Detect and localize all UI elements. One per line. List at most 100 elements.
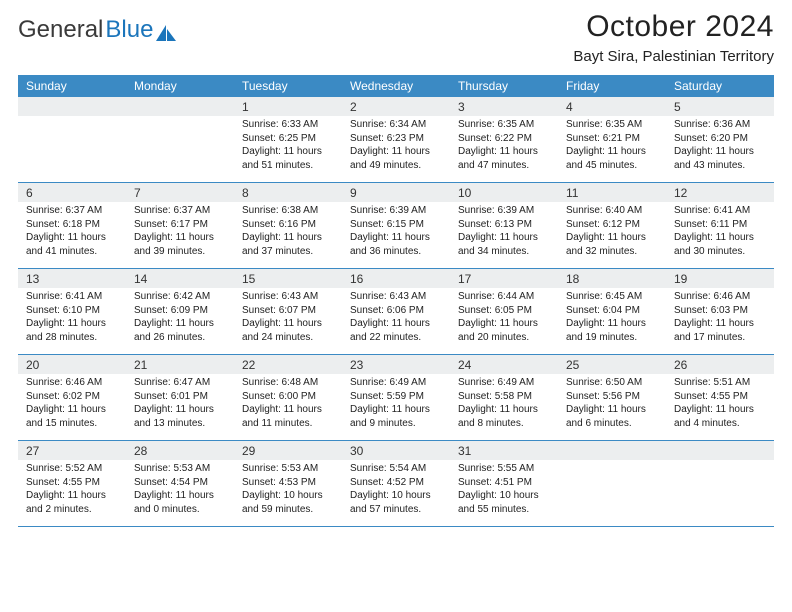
day-number: 31 [450,441,558,460]
day-line: Daylight: 11 hours and 9 minutes. [350,403,442,430]
day-number: 9 [342,183,450,202]
day-line: Sunrise: 6:33 AM [242,118,334,132]
day-cell: Sunrise: 6:49 AMSunset: 5:58 PMDaylight:… [450,374,558,440]
day-number: 18 [558,269,666,288]
day-line: Sunset: 6:01 PM [134,390,226,404]
day-line: Sunrise: 6:50 AM [566,376,658,390]
day-cell: Sunrise: 6:34 AMSunset: 6:23 PMDaylight:… [342,116,450,182]
weekday-header: Wednesday [342,75,450,97]
sail-icon [155,21,177,39]
day-cell [18,116,126,182]
day-number: 20 [18,355,126,374]
day-line: Sunrise: 6:35 AM [458,118,550,132]
daynum-band: 2728293031 [18,441,774,460]
day-number: 25 [558,355,666,374]
day-line: Sunset: 4:51 PM [458,476,550,490]
week-row: 2728293031Sunrise: 5:52 AMSunset: 4:55 P… [18,441,774,527]
day-cell: Sunrise: 6:38 AMSunset: 6:16 PMDaylight:… [234,202,342,268]
content-band: Sunrise: 5:52 AMSunset: 4:55 PMDaylight:… [18,460,774,526]
day-line: Sunrise: 6:44 AM [458,290,550,304]
day-cell: Sunrise: 6:36 AMSunset: 6:20 PMDaylight:… [666,116,774,182]
day-line: Sunset: 6:07 PM [242,304,334,318]
weekday-header: Saturday [666,75,774,97]
day-line: Sunrise: 5:51 AM [674,376,766,390]
day-cell: Sunrise: 6:44 AMSunset: 6:05 PMDaylight:… [450,288,558,354]
day-line: Sunrise: 6:46 AM [26,376,118,390]
day-line: Daylight: 11 hours and 19 minutes. [566,317,658,344]
calendar: Sunday Monday Tuesday Wednesday Thursday… [18,75,774,527]
day-cell: Sunrise: 6:47 AMSunset: 6:01 PMDaylight:… [126,374,234,440]
day-number: 3 [450,97,558,116]
day-number: 17 [450,269,558,288]
day-number: 16 [342,269,450,288]
day-line: Daylight: 11 hours and 51 minutes. [242,145,334,172]
day-number: 8 [234,183,342,202]
week-row: 6789101112Sunrise: 6:37 AMSunset: 6:18 P… [18,183,774,269]
day-number: 14 [126,269,234,288]
content-band: Sunrise: 6:41 AMSunset: 6:10 PMDaylight:… [18,288,774,354]
day-number [666,441,774,460]
day-line: Sunrise: 6:49 AM [350,376,442,390]
day-line: Daylight: 11 hours and 36 minutes. [350,231,442,258]
day-cell: Sunrise: 5:51 AMSunset: 4:55 PMDaylight:… [666,374,774,440]
day-line: Sunrise: 6:38 AM [242,204,334,218]
day-line: Daylight: 11 hours and 30 minutes. [674,231,766,258]
day-line: Daylight: 10 hours and 55 minutes. [458,489,550,516]
day-line: Daylight: 11 hours and 20 minutes. [458,317,550,344]
week-row: 12345Sunrise: 6:33 AMSunset: 6:25 PMDayl… [18,97,774,183]
day-number: 15 [234,269,342,288]
day-line: Sunset: 6:23 PM [350,132,442,146]
brand-logo: GeneralBlue [18,10,177,44]
day-number: 26 [666,355,774,374]
day-line: Sunset: 6:18 PM [26,218,118,232]
day-line: Sunrise: 6:36 AM [674,118,766,132]
weeks-container: 12345Sunrise: 6:33 AMSunset: 6:25 PMDayl… [18,97,774,527]
day-line: Sunrise: 6:34 AM [350,118,442,132]
day-cell: Sunrise: 6:37 AMSunset: 6:18 PMDaylight:… [18,202,126,268]
day-line: Daylight: 11 hours and 17 minutes. [674,317,766,344]
day-line: Sunset: 6:10 PM [26,304,118,318]
day-cell: Sunrise: 6:33 AMSunset: 6:25 PMDaylight:… [234,116,342,182]
day-cell: Sunrise: 6:48 AMSunset: 6:00 PMDaylight:… [234,374,342,440]
weekday-header-row: Sunday Monday Tuesday Wednesday Thursday… [18,75,774,97]
day-line: Sunset: 6:20 PM [674,132,766,146]
day-line: Daylight: 11 hours and 47 minutes. [458,145,550,172]
day-number: 27 [18,441,126,460]
daynum-band: 13141516171819 [18,269,774,288]
day-cell: Sunrise: 6:49 AMSunset: 5:59 PMDaylight:… [342,374,450,440]
day-number: 5 [666,97,774,116]
day-line: Sunrise: 5:54 AM [350,462,442,476]
day-line: Sunrise: 6:37 AM [134,204,226,218]
day-line: Daylight: 10 hours and 57 minutes. [350,489,442,516]
day-line: Sunrise: 6:39 AM [458,204,550,218]
day-line: Sunrise: 6:47 AM [134,376,226,390]
day-number: 30 [342,441,450,460]
day-number [18,97,126,116]
day-line: Daylight: 11 hours and 2 minutes. [26,489,118,516]
day-line: Sunset: 6:03 PM [674,304,766,318]
day-line: Daylight: 11 hours and 0 minutes. [134,489,226,516]
day-line: Sunset: 6:22 PM [458,132,550,146]
day-line: Sunset: 6:13 PM [458,218,550,232]
weekday-header: Tuesday [234,75,342,97]
day-line: Sunset: 5:58 PM [458,390,550,404]
day-line: Sunrise: 5:52 AM [26,462,118,476]
day-line: Sunset: 6:17 PM [134,218,226,232]
day-number: 4 [558,97,666,116]
day-number: 12 [666,183,774,202]
day-cell [666,460,774,526]
location: Bayt Sira, Palestinian Territory [573,48,774,65]
day-cell: Sunrise: 5:55 AMSunset: 4:51 PMDaylight:… [450,460,558,526]
day-cell: Sunrise: 6:35 AMSunset: 6:22 PMDaylight:… [450,116,558,182]
brand-text-2: Blue [105,16,153,44]
day-line: Daylight: 11 hours and 45 minutes. [566,145,658,172]
day-line: Sunrise: 6:35 AM [566,118,658,132]
day-cell: Sunrise: 5:53 AMSunset: 4:53 PMDaylight:… [234,460,342,526]
day-number: 19 [666,269,774,288]
day-cell: Sunrise: 6:43 AMSunset: 6:06 PMDaylight:… [342,288,450,354]
day-line: Sunrise: 6:43 AM [242,290,334,304]
daynum-band: 12345 [18,97,774,116]
day-line: Sunrise: 6:40 AM [566,204,658,218]
day-cell: Sunrise: 6:41 AMSunset: 6:10 PMDaylight:… [18,288,126,354]
day-line: Sunset: 5:56 PM [566,390,658,404]
